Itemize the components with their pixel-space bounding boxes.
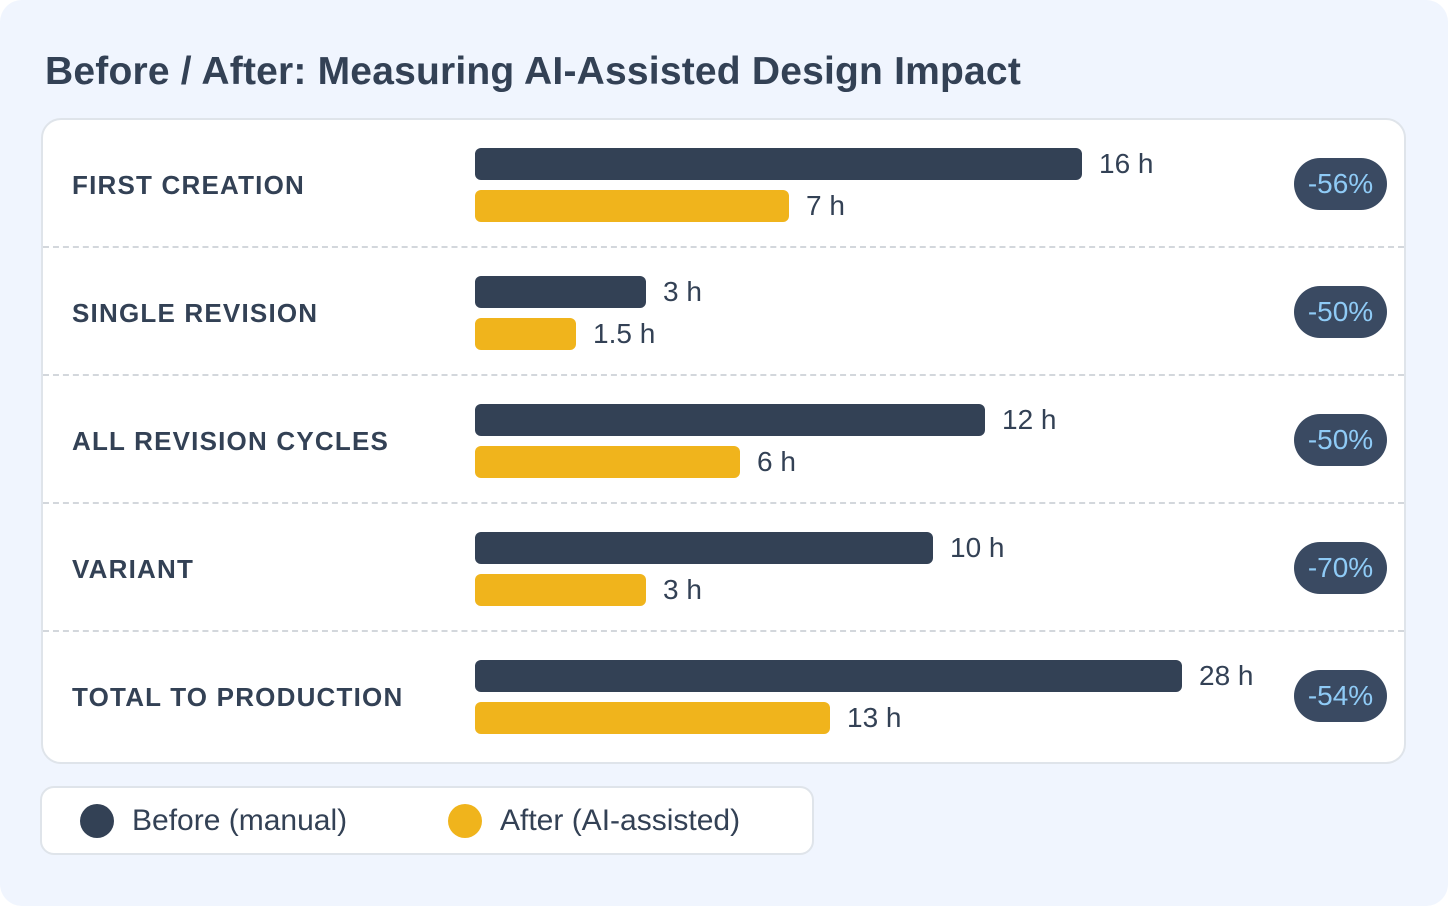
bar-before xyxy=(475,532,933,564)
bar-after xyxy=(475,702,830,734)
legend-item-before: Before (manual) xyxy=(80,788,347,853)
value-label-after: 7 h xyxy=(806,190,845,221)
value-label-before: 12 h xyxy=(1002,404,1057,435)
bar-before xyxy=(475,404,985,436)
chart-card: FIRST CREATION 16 h 7 h -56% SINGLE REVISION… xyxy=(41,118,1406,764)
change-badge: -50% xyxy=(1294,286,1387,338)
category-label: ALL REVISION CYCLES xyxy=(72,426,390,456)
chart-row: SINGLE REVISION 3 h 1.5 h -50% xyxy=(43,248,1404,376)
change-badge: -70% xyxy=(1294,542,1387,594)
bar-after xyxy=(475,318,576,350)
value-label-before: 10 h xyxy=(950,532,1005,563)
value-label-after: 3 h xyxy=(663,574,702,605)
value-label-before: 3 h xyxy=(663,276,702,307)
bar-after xyxy=(475,190,789,222)
value-label-before: 28 h xyxy=(1199,660,1254,691)
chart-row: FIRST CREATION 16 h 7 h -56% xyxy=(43,120,1404,248)
value-label-after: 6 h xyxy=(757,446,796,477)
legend-swatch-before xyxy=(80,803,114,838)
chart-title: Before / After: Measuring AI-Assisted De… xyxy=(45,50,1022,93)
category-label: SINGLE REVISION xyxy=(72,298,319,328)
change-badge: -56% xyxy=(1294,158,1387,210)
value-label-after: 1.5 h xyxy=(593,318,656,349)
bar-before xyxy=(475,660,1182,692)
chart-row: VARIANT 10 h 3 h -70% xyxy=(43,504,1404,632)
legend-label-after: After (AI-assisted) xyxy=(500,803,741,837)
category-label: TOTAL TO PRODUCTION xyxy=(72,682,404,712)
chart-row: TOTAL TO PRODUCTION 28 h 13 h -54% xyxy=(43,632,1404,760)
value-label-before: 16 h xyxy=(1099,148,1154,179)
value-label-after: 13 h xyxy=(847,702,902,733)
bar-before xyxy=(475,148,1082,180)
bar-before xyxy=(475,276,646,308)
legend-label-before: Before (manual) xyxy=(132,803,348,837)
change-badge: -54% xyxy=(1294,670,1387,722)
legend: Before (manual) After (AI-assisted) xyxy=(40,786,814,855)
chart-row: ALL REVISION CYCLES 12 h 6 h -50% xyxy=(43,376,1404,504)
change-badge: -50% xyxy=(1294,414,1387,466)
bar-after xyxy=(475,446,740,478)
legend-item-after: After (AI-assisted) xyxy=(448,788,740,853)
category-label: FIRST CREATION xyxy=(72,170,305,200)
bar-after xyxy=(475,574,646,606)
legend-swatch-after xyxy=(448,803,482,838)
category-label: VARIANT xyxy=(72,554,195,584)
